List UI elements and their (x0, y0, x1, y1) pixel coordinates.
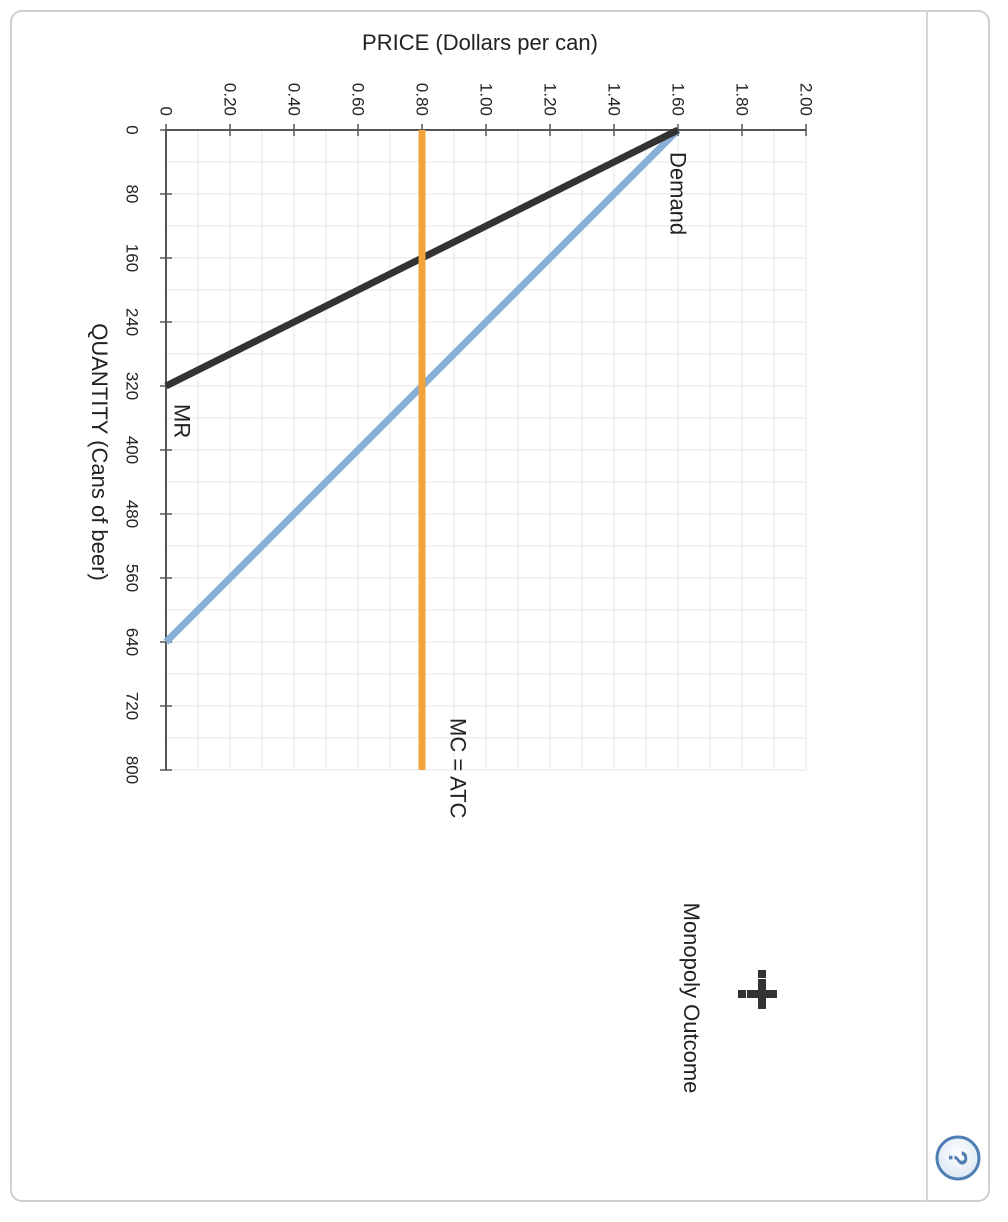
quantity-tick-label: 560 (123, 564, 142, 592)
chart-series[interactable] (163, 126, 681, 770)
price-tick-label: 0.20 (221, 83, 240, 116)
price-tick-label: 2.00 (797, 83, 816, 116)
demand-label: Demand (666, 152, 691, 235)
quantity-tick-label: 720 (123, 692, 142, 720)
price-tick-label: 1.00 (477, 83, 496, 116)
quantity-tick-label: 800 (123, 756, 142, 784)
quantity-tick-label: 0 (123, 125, 142, 134)
help-button[interactable]: ? (934, 1134, 982, 1182)
chart-labels: Demand MR MC = ATC (170, 152, 691, 819)
question-icon: ? (935, 1135, 981, 1181)
price-tick-label: 1.80 (733, 83, 752, 116)
help-glyph: ? (943, 1150, 973, 1166)
chart-ticks: 0 0.20 0.40 0.60 0.80 1.00 1.20 1.40 1.60 1.80 2.0… (123, 83, 816, 784)
price-tick-label: 0 (157, 107, 176, 116)
price-tick-label: 1.20 (541, 83, 560, 116)
quantity-tick-label: 400 (123, 436, 142, 464)
plus-cross-icon[interactable] (738, 970, 777, 1009)
quantity-tick-label: 480 (123, 500, 142, 528)
quantity-tick-label: 160 (123, 244, 142, 272)
price-tick-label: 0.60 (349, 83, 368, 116)
quantity-tick-label: 640 (123, 628, 142, 656)
price-axis-label: PRICE (Dollars per can) (362, 30, 598, 55)
quantity-tick-label: 80 (123, 185, 142, 204)
monopoly-outcome-label: Monopoly Outcome (679, 903, 704, 1094)
graph-panel (10, 10, 990, 1202)
mc-atc-label: MC = ATC (446, 718, 471, 819)
price-tick-label: 0.80 (413, 83, 432, 116)
price-tick-label: 0.40 (285, 83, 304, 116)
price-tick-label: 1.40 (605, 83, 624, 116)
price-tick-label: 1.60 (669, 83, 688, 116)
sidebar-divider (926, 10, 928, 1202)
quantity-tick-label: 320 (123, 372, 142, 400)
quantity-tick-label: 240 (123, 308, 142, 336)
mr-label: MR (170, 404, 195, 438)
quantity-axis-label: QUANTITY (Cans of beer) (87, 323, 112, 581)
